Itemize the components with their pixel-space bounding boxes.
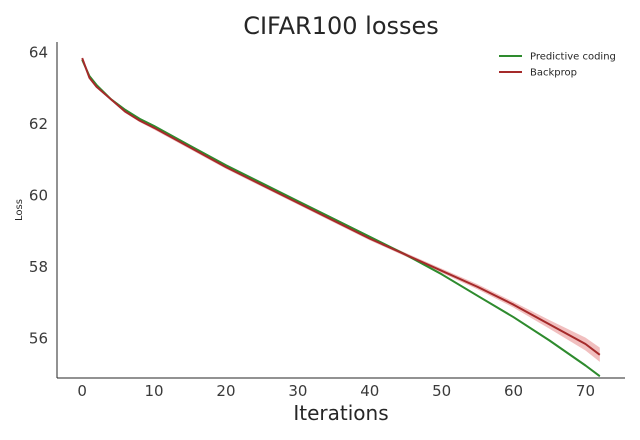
legend-label-1: Backprop <box>530 68 577 79</box>
legend: Predictive coding Backprop <box>499 52 616 79</box>
x-tick-label-10: 10 <box>145 382 164 400</box>
x-tick-label-0: 0 <box>77 382 87 400</box>
series-line-1 <box>81 57 601 356</box>
series-lines <box>81 57 601 378</box>
x-tick-label-70: 70 <box>576 382 595 400</box>
y-tick-label-64: 64 <box>29 44 48 62</box>
legend-label-0: Predictive coding <box>530 52 616 63</box>
x-axis-label: Iterations <box>293 401 388 425</box>
y-tick-labels: 56 58 60 62 64 <box>29 44 48 348</box>
x-tick-label-50: 50 <box>432 382 451 400</box>
series-line-0 <box>81 59 601 378</box>
confidence-bands <box>82 57 600 378</box>
x-tick-labels: 0 10 20 30 40 50 60 70 <box>77 382 595 400</box>
x-tick-label-30: 30 <box>288 382 307 400</box>
x-tick-label-60: 60 <box>504 382 523 400</box>
y-tick-label-58: 58 <box>29 258 48 276</box>
y-axis-label: Loss <box>14 199 25 221</box>
x-tick-label-20: 20 <box>216 382 235 400</box>
y-tick-label-60: 60 <box>29 187 48 205</box>
chart-title: CIFAR100 losses <box>243 12 439 40</box>
y-tick-label-56: 56 <box>29 330 48 348</box>
band-1 <box>82 57 600 362</box>
x-tick-label-40: 40 <box>360 382 379 400</box>
band-0 <box>82 58 600 378</box>
y-tick-label-62: 62 <box>29 115 48 133</box>
